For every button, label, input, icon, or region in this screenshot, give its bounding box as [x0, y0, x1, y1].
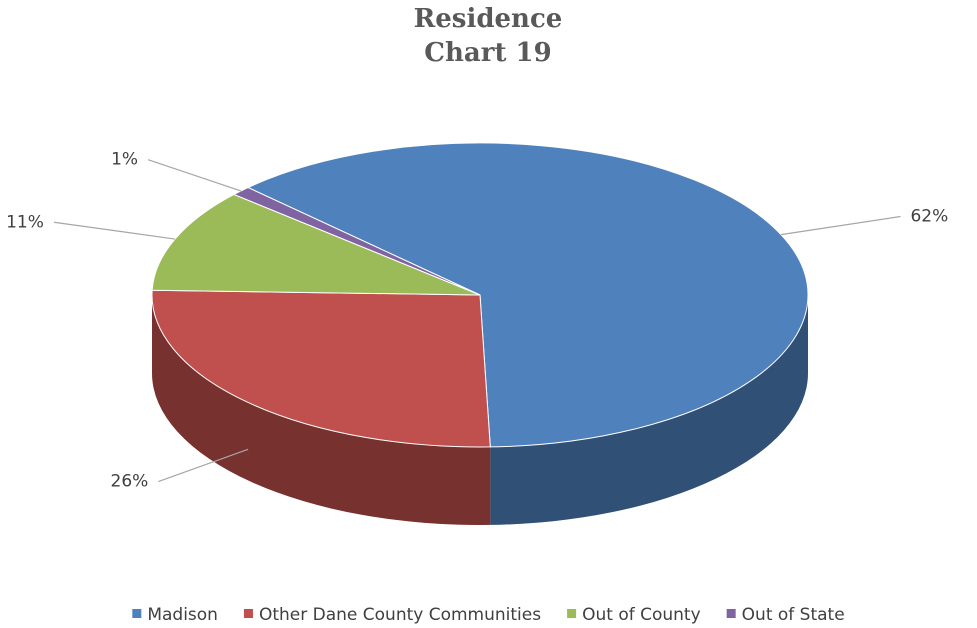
slice-side — [490, 295, 808, 525]
data-label: 1% — [111, 150, 138, 170]
slice — [246, 142, 809, 448]
legend-swatch — [567, 609, 577, 618]
leader-line — [158, 448, 249, 483]
slice — [151, 289, 491, 448]
data-label: 62% — [910, 207, 948, 227]
slice-side — [152, 295, 491, 525]
slice-side-shade — [152, 295, 491, 525]
leader-line — [53, 221, 176, 240]
slice — [232, 186, 481, 296]
leader-line — [147, 159, 242, 192]
legend-label: Other Dane County Communities — [259, 605, 541, 625]
legend-swatch — [132, 609, 142, 618]
legend-swatch — [726, 609, 736, 618]
data-label: 26% — [111, 472, 149, 492]
legend-label: Madison — [147, 605, 218, 625]
slice — [151, 193, 481, 296]
slice-side-shade — [490, 295, 808, 525]
leader-line — [780, 215, 901, 236]
legend: Madison Other Dane County Communities Out … — [132, 605, 845, 625]
legend-swatch — [243, 609, 253, 618]
chart-subtitle: Chart 19 — [424, 38, 551, 68]
legend-label: Out of State — [742, 605, 845, 625]
legend-label: Out of County — [582, 605, 701, 625]
data-label: 11% — [6, 212, 44, 232]
chart-title: Residence — [414, 4, 563, 34]
